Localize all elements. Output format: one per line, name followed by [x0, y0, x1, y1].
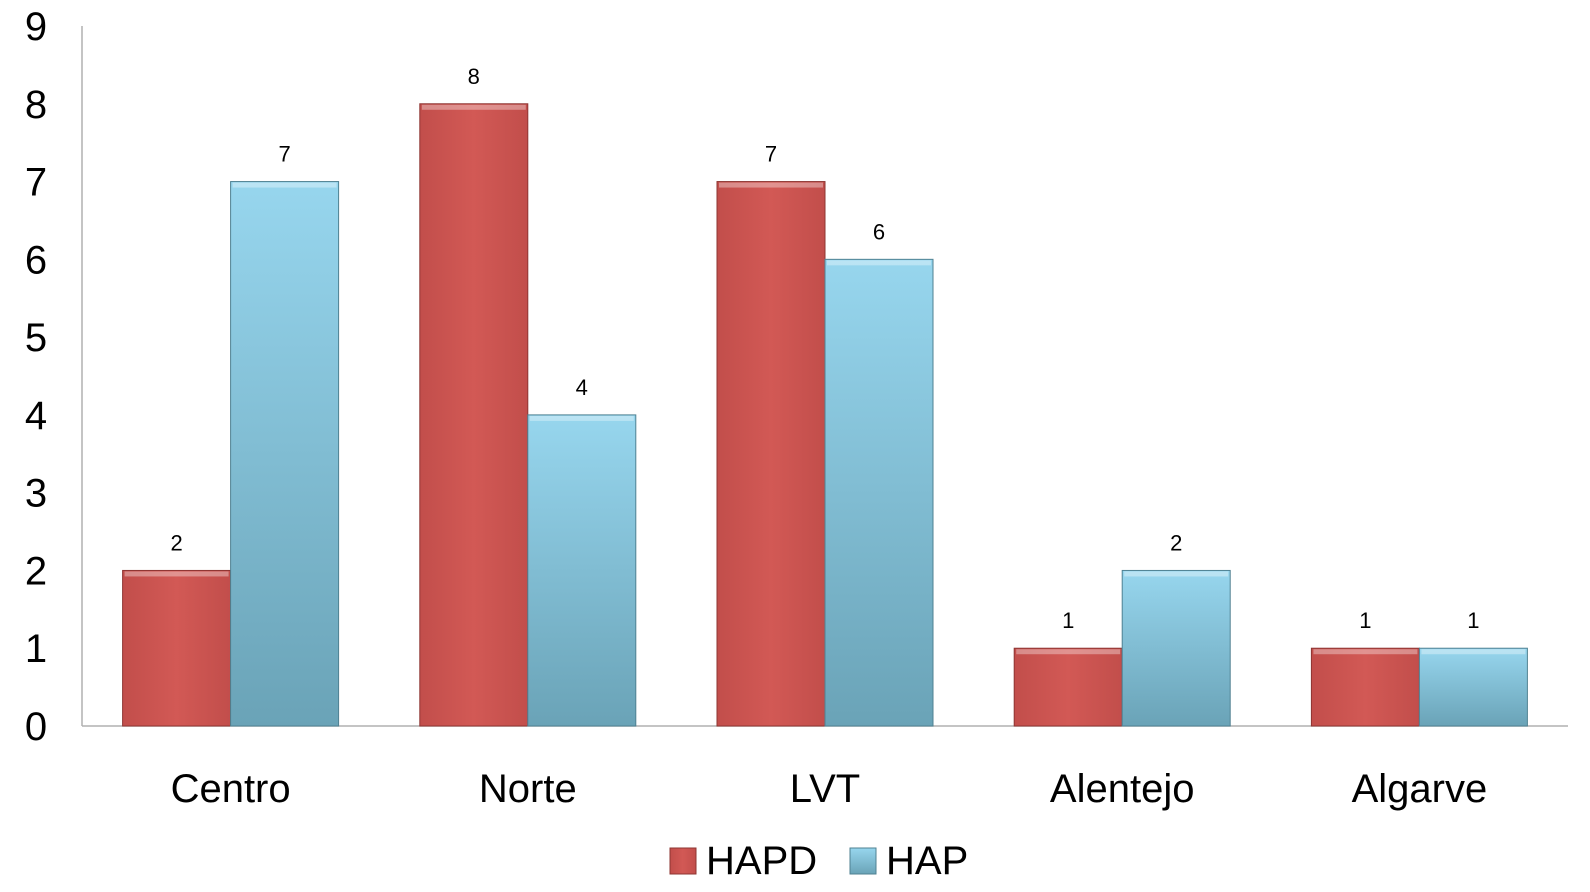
data-label-hap-alentejo: 2	[1170, 530, 1182, 555]
y-tick-label: 8	[25, 83, 47, 127]
y-tick-label: 1	[25, 627, 47, 671]
x-tick-label-norte: Norte	[479, 767, 577, 811]
y-tick-label: 2	[25, 549, 47, 593]
legend-swatch-hap	[849, 847, 877, 875]
data-label-hapd-algarve: 1	[1359, 608, 1371, 633]
bar-highlight	[1016, 649, 1121, 655]
data-label-hap-centro: 7	[278, 142, 290, 167]
x-tick-label-lvt: LVT	[790, 767, 860, 811]
bar-hap-centro	[230, 181, 340, 727]
bar-highlight	[124, 571, 229, 577]
bar-hap-norte	[527, 414, 637, 727]
y-tick-label: 9	[25, 5, 47, 49]
y-tick-label: 3	[25, 472, 47, 516]
bar-highlight	[827, 260, 931, 266]
data-label-hapd-centro: 2	[170, 530, 182, 555]
bars	[122, 103, 1528, 727]
bar-hap-algarve	[1418, 647, 1528, 727]
y-tick-label: 0	[25, 705, 47, 749]
y-tick-label: 5	[25, 316, 47, 360]
y-tick-label: 7	[25, 161, 47, 205]
data-label-hap-algarve: 1	[1467, 608, 1479, 633]
data-label-hapd-norte: 8	[468, 64, 480, 89]
bar-hapd-centro	[122, 569, 232, 727]
axes: 0 1 2 3 4 5 6 7 8 9 Centro Norte LVT Alentejo Algarve	[25, 5, 1568, 811]
data-label-hap-lvt: 6	[873, 219, 885, 244]
data-label-hapd-lvt: 7	[765, 142, 777, 167]
x-tick-label-algarve: Algarve	[1352, 767, 1488, 811]
y-tick-label: 4	[25, 394, 47, 438]
bar-hap-lvt	[824, 258, 934, 727]
x-tick-label-alentejo: Alentejo	[1050, 767, 1195, 811]
legend-label-hap: HAP	[886, 839, 968, 883]
bar-hapd-lvt	[716, 181, 826, 727]
bar-hapd-algarve	[1310, 647, 1420, 727]
bar-highlight	[1124, 571, 1229, 577]
legend-swatch-hapd	[669, 847, 697, 875]
legend: HAPD HAP	[669, 839, 968, 883]
bar-highlight	[232, 182, 337, 188]
bar-hapd-norte	[419, 103, 529, 727]
data-label-hap-norte: 4	[576, 375, 588, 400]
data-label-hapd-alentejo: 1	[1062, 608, 1074, 633]
bar-highlight	[529, 415, 634, 421]
bar-highlight	[1313, 649, 1418, 655]
x-tick-label-centro: Centro	[171, 767, 291, 811]
legend-label-hapd: HAPD	[706, 839, 817, 883]
bar-highlight	[421, 104, 526, 110]
bar-highlight	[1421, 649, 1526, 655]
bar-hap-alentejo	[1121, 569, 1231, 727]
y-tick-label: 6	[25, 238, 47, 282]
bar-highlight	[719, 182, 823, 188]
bar-hapd-alentejo	[1013, 647, 1123, 727]
data-labels: 2 7 8 4 7 6 1 2 1 1	[170, 64, 1479, 633]
